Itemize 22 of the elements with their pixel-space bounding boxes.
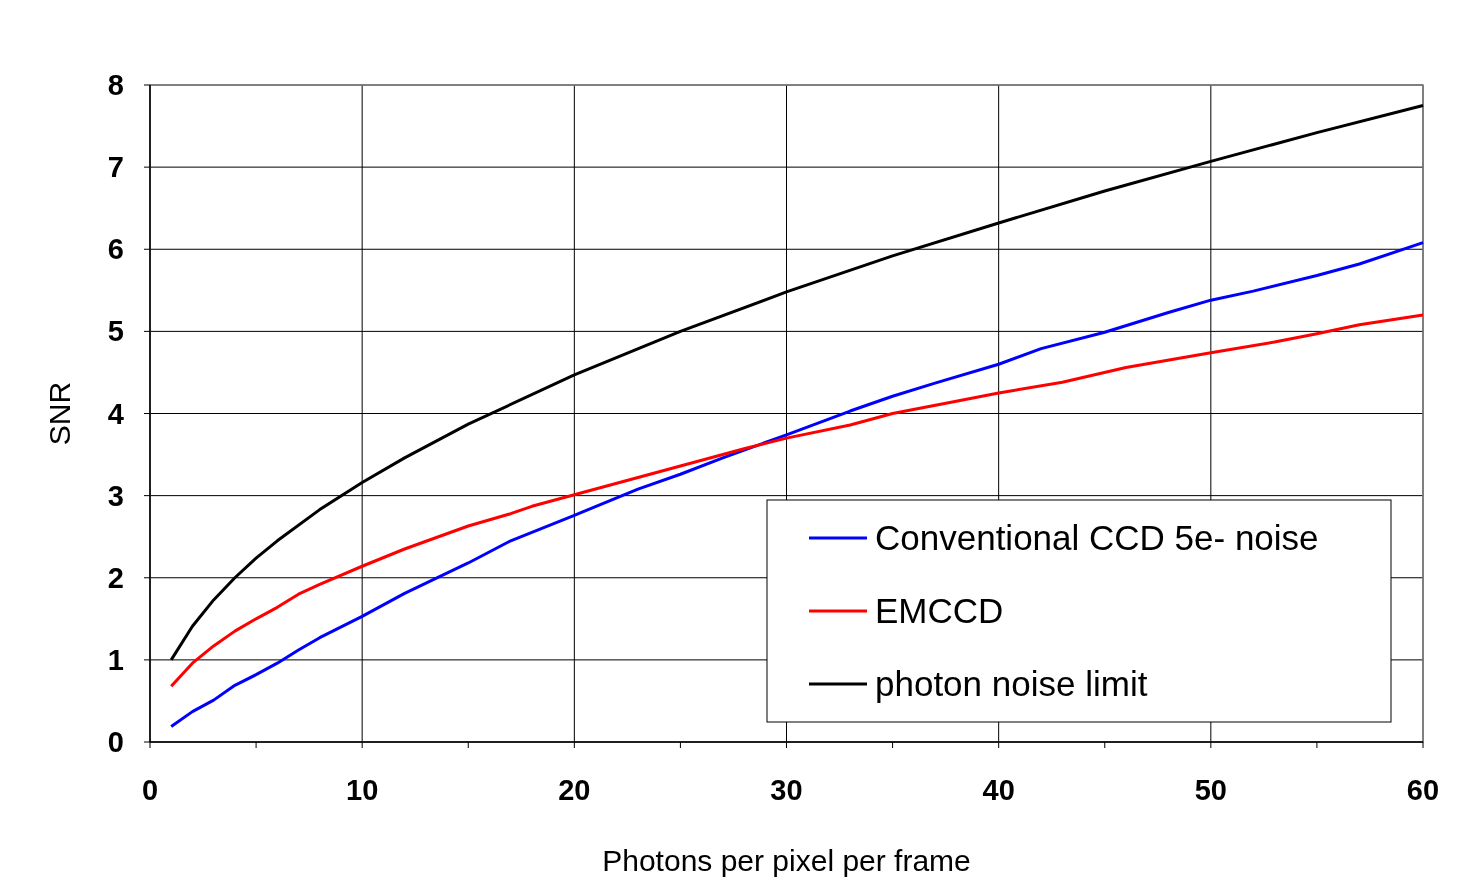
- x-tick-label: 50: [1194, 774, 1227, 806]
- y-tick-label: 5: [107, 315, 124, 348]
- y-tick-label: 2: [107, 561, 124, 594]
- y-tick-label: 1: [107, 643, 124, 676]
- legend-label: Conventional CCD 5e- noise: [875, 518, 1319, 557]
- x-tick-label: 30: [770, 774, 803, 806]
- x-axis-title: Photons per pixel per frame: [602, 844, 971, 877]
- y-tick-label: 8: [107, 69, 124, 101]
- legend-label: photon noise limit: [875, 664, 1148, 703]
- y-tick-label: 4: [107, 397, 124, 430]
- x-tick-label: 60: [1406, 774, 1440, 806]
- x-tick-label: 40: [982, 774, 1015, 806]
- x-tick-label: 20: [558, 774, 591, 806]
- x-tick-label: 10: [346, 774, 379, 806]
- y-tick-label: 6: [107, 233, 124, 266]
- y-tick-label: 3: [107, 479, 124, 512]
- line-series: [169, 241, 1425, 728]
- y-tick-label: 7: [107, 151, 124, 184]
- y-tick-label: 0: [107, 726, 124, 758]
- legend-label: EMCCD: [875, 591, 1004, 630]
- y-axis-title: SNR: [43, 381, 76, 446]
- x-tick-label: 0: [141, 774, 159, 806]
